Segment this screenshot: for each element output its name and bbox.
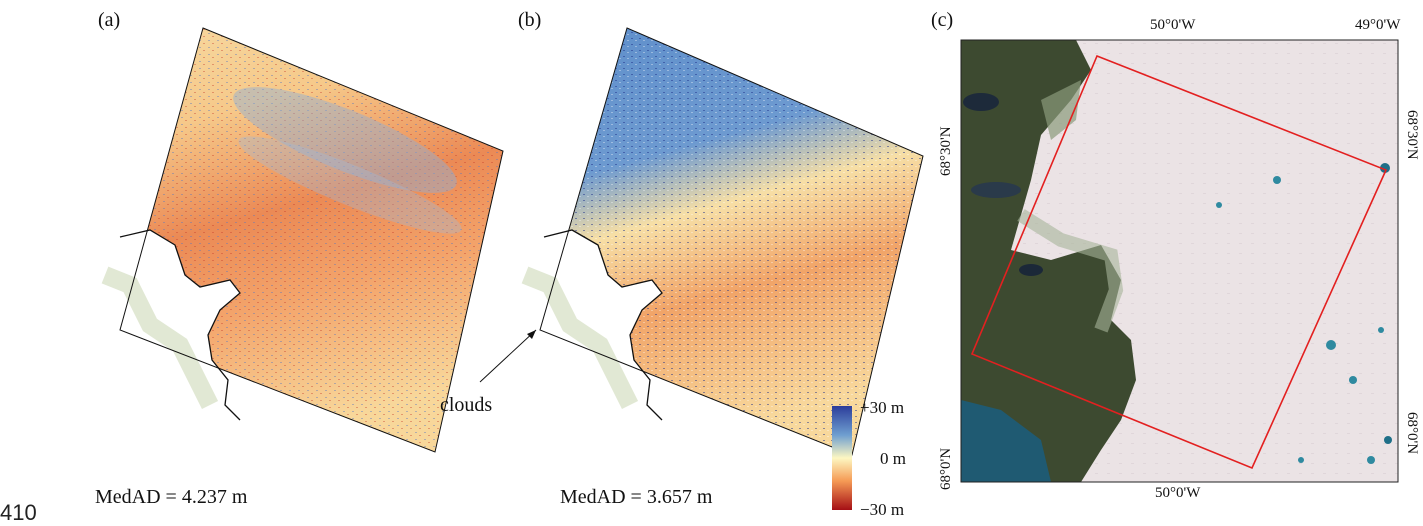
panel-c-label: (c) <box>931 9 954 31</box>
panel-a-map <box>95 27 504 453</box>
colorbar-max-label: +30 m <box>860 398 905 417</box>
panel-b-map <box>479 27 924 456</box>
panel-a-medad: MedAD = 4.237 m <box>95 486 248 508</box>
panel-c-bottom-tick-1: 50°0'W <box>1155 485 1201 501</box>
panel-c-land <box>961 40 1136 482</box>
panel-b-label: (b) <box>518 9 542 31</box>
colorbar <box>832 406 852 510</box>
panel-c-right-tick-2: 68°0'N <box>1404 412 1420 455</box>
line-number: 410 <box>0 500 37 525</box>
clouds-annotation: clouds <box>440 394 493 416</box>
panel-b-medad: MedAD = 3.657 m <box>560 486 713 508</box>
footprint-outline <box>970 54 1388 470</box>
panel-a-label: (a) <box>98 9 121 31</box>
colorbar-min-label: −30 m <box>860 500 905 519</box>
panel-c-top-tick-2: 49°0'W <box>1355 17 1401 33</box>
panel-c-right-tick-1: 68°30'N <box>1404 110 1420 160</box>
panel-c-left-tick-2: 68°0'N <box>938 447 954 490</box>
panel-c-left-tick-1: 68°30'N <box>938 126 954 176</box>
colorbar-mid-label: 0 m <box>880 449 906 468</box>
panel-c-satellite-image <box>960 39 1399 483</box>
panel-c-top-tick-1: 50°0'W <box>1150 17 1196 33</box>
clouds-arrow <box>479 329 537 383</box>
panel-c-sea <box>961 400 1051 482</box>
